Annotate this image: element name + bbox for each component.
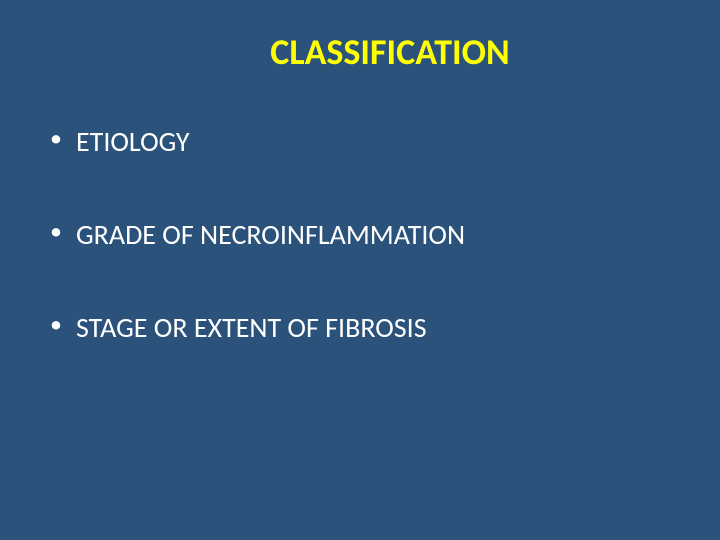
bullet-item: ETIOLOGY xyxy=(48,124,680,159)
bullet-text: STAGE OR EXTENT OF FIBROSIS xyxy=(76,310,427,345)
slide-title: CLASSIFICATION xyxy=(100,30,680,74)
bullet-text: ETIOLOGY xyxy=(76,124,190,159)
bullet-item: GRADE OF NECROINFLAMMATION xyxy=(48,217,680,252)
bullet-item: STAGE OR EXTENT OF FIBROSIS xyxy=(48,310,680,345)
slide-container: CLASSIFICATION ETIOLOGY GRADE OF NECROIN… xyxy=(0,0,720,540)
bullet-list: ETIOLOGY GRADE OF NECROINFLAMMATION STAG… xyxy=(40,124,680,345)
bullet-text: GRADE OF NECROINFLAMMATION xyxy=(76,217,465,252)
